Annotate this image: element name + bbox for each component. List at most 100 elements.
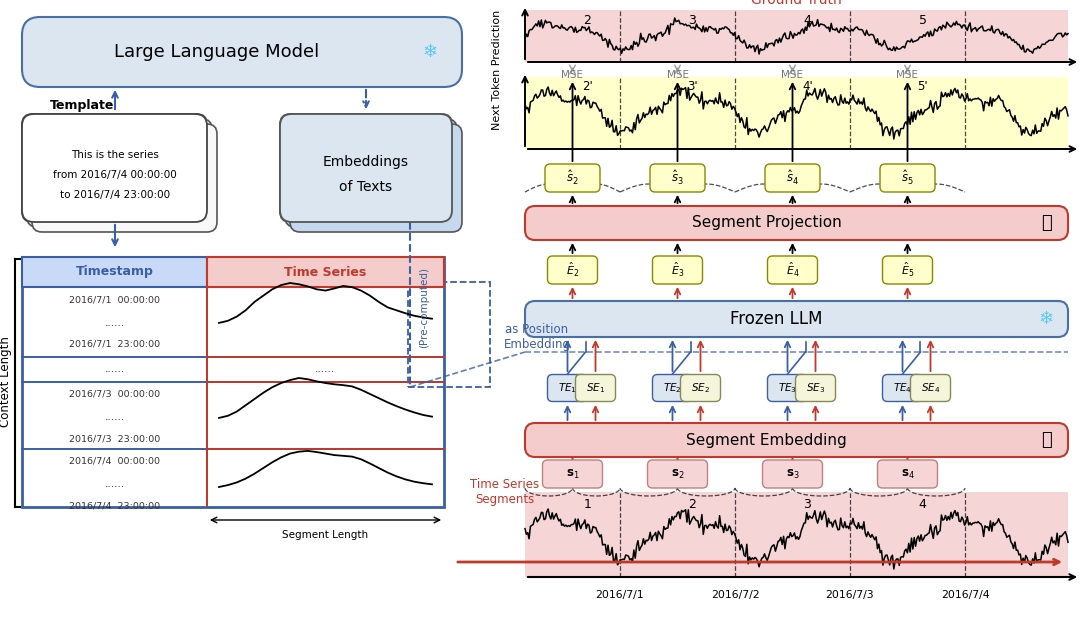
Text: $\hat{E}_5$: $\hat{E}_5$ xyxy=(901,261,914,279)
FancyBboxPatch shape xyxy=(525,206,1068,240)
Text: $\hat{s}_2$: $\hat{s}_2$ xyxy=(566,169,579,187)
Text: 2: 2 xyxy=(689,498,697,511)
FancyBboxPatch shape xyxy=(650,164,705,192)
FancyBboxPatch shape xyxy=(648,460,707,488)
Text: $\hat{s}_5$: $\hat{s}_5$ xyxy=(901,169,914,187)
Text: 2016/7/3: 2016/7/3 xyxy=(826,590,875,600)
FancyBboxPatch shape xyxy=(880,164,935,192)
Text: 2: 2 xyxy=(583,14,592,27)
Text: This is the series: This is the series xyxy=(71,150,159,160)
FancyBboxPatch shape xyxy=(910,374,950,401)
Text: Segment Embedding: Segment Embedding xyxy=(686,432,847,447)
Text: MSE: MSE xyxy=(896,70,918,80)
FancyBboxPatch shape xyxy=(285,119,457,227)
Text: $TE_1$: $TE_1$ xyxy=(558,381,577,395)
Text: 2016/7/2: 2016/7/2 xyxy=(711,590,759,600)
FancyBboxPatch shape xyxy=(765,164,820,192)
FancyBboxPatch shape xyxy=(576,374,616,401)
Text: Template: Template xyxy=(50,98,114,111)
Text: $SE_1$: $SE_1$ xyxy=(586,381,605,395)
FancyBboxPatch shape xyxy=(22,17,462,87)
Bar xyxy=(207,257,444,287)
Text: Segment Length: Segment Length xyxy=(283,530,368,540)
Text: Time Series: Time Series xyxy=(284,266,366,279)
FancyBboxPatch shape xyxy=(877,460,937,488)
FancyBboxPatch shape xyxy=(882,256,932,284)
FancyBboxPatch shape xyxy=(652,374,692,401)
Text: 2016/7/1  00:00:00: 2016/7/1 00:00:00 xyxy=(69,295,160,305)
Bar xyxy=(408,282,490,387)
Text: $TE_4$: $TE_4$ xyxy=(893,381,912,395)
Text: MSE: MSE xyxy=(562,70,583,80)
Text: 4: 4 xyxy=(919,498,927,511)
Text: $\mathbf{s}_1$: $\mathbf{s}_1$ xyxy=(566,468,579,481)
Text: 1: 1 xyxy=(583,498,592,511)
Text: $TE_2$: $TE_2$ xyxy=(663,381,681,395)
FancyBboxPatch shape xyxy=(680,374,720,401)
Text: ......: ...... xyxy=(105,479,124,489)
FancyBboxPatch shape xyxy=(652,256,702,284)
Text: 3: 3 xyxy=(689,14,697,27)
Text: ......: ...... xyxy=(105,318,124,328)
Text: 2016/7/4  00:00:00: 2016/7/4 00:00:00 xyxy=(69,457,160,465)
Text: Next Token Prediction: Next Token Prediction xyxy=(492,9,502,129)
Text: Embeddings: Embeddings xyxy=(323,155,409,169)
FancyBboxPatch shape xyxy=(525,301,1068,337)
Text: $\hat{E}_2$: $\hat{E}_2$ xyxy=(566,261,579,279)
Text: $SE_2$: $SE_2$ xyxy=(691,381,710,395)
Text: $\mathbf{s}_4$: $\mathbf{s}_4$ xyxy=(901,468,915,481)
Text: MSE: MSE xyxy=(782,70,804,80)
Text: as Position
Embedding: as Position Embedding xyxy=(503,323,570,351)
FancyBboxPatch shape xyxy=(22,114,207,222)
FancyBboxPatch shape xyxy=(545,164,600,192)
Text: MSE: MSE xyxy=(666,70,689,80)
Text: 4': 4' xyxy=(802,80,813,93)
Text: 5': 5' xyxy=(917,80,928,93)
FancyBboxPatch shape xyxy=(548,256,597,284)
FancyBboxPatch shape xyxy=(882,374,922,401)
Text: ❄: ❄ xyxy=(1039,310,1054,328)
Text: $\hat{E}_3$: $\hat{E}_3$ xyxy=(671,261,685,279)
Text: $SE_4$: $SE_4$ xyxy=(921,381,941,395)
FancyBboxPatch shape xyxy=(768,256,818,284)
Text: Ground Truth: Ground Truth xyxy=(751,0,842,7)
FancyBboxPatch shape xyxy=(548,374,588,401)
Text: $SE_3$: $SE_3$ xyxy=(806,381,825,395)
Text: Context Length: Context Length xyxy=(0,337,13,427)
Text: 3: 3 xyxy=(804,498,811,511)
Text: of Texts: of Texts xyxy=(339,180,392,194)
Bar xyxy=(525,77,1068,149)
FancyBboxPatch shape xyxy=(280,114,453,222)
Text: from 2016/7/4 00:00:00: from 2016/7/4 00:00:00 xyxy=(53,170,177,180)
Text: (Pre-computed): (Pre-computed) xyxy=(419,266,429,348)
Text: 5: 5 xyxy=(918,14,927,27)
FancyBboxPatch shape xyxy=(291,124,462,232)
Text: 2016/7/3  23:00:00: 2016/7/3 23:00:00 xyxy=(69,435,160,443)
FancyBboxPatch shape xyxy=(762,460,823,488)
Text: Time Series
Segments: Time Series Segments xyxy=(471,478,540,506)
Bar xyxy=(22,257,444,507)
Text: 🔥: 🔥 xyxy=(1041,214,1051,232)
Text: $\mathbf{s}_3$: $\mathbf{s}_3$ xyxy=(785,468,799,481)
Bar xyxy=(22,257,207,287)
Text: $\hat{s}_3$: $\hat{s}_3$ xyxy=(671,169,684,187)
Text: 2016/7/1: 2016/7/1 xyxy=(596,590,645,600)
FancyBboxPatch shape xyxy=(32,124,217,232)
Text: to 2016/7/4 23:00:00: to 2016/7/4 23:00:00 xyxy=(59,190,170,200)
Text: Segment Projection: Segment Projection xyxy=(691,215,841,231)
Text: 2016/7/4: 2016/7/4 xyxy=(941,590,989,600)
Text: Frozen LLM: Frozen LLM xyxy=(730,310,823,328)
Text: Large Language Model: Large Language Model xyxy=(114,43,320,61)
Text: 3': 3' xyxy=(687,80,698,93)
Bar xyxy=(525,492,1068,577)
Text: Timestamp: Timestamp xyxy=(76,266,153,279)
FancyBboxPatch shape xyxy=(542,460,603,488)
Text: $\hat{s}_4$: $\hat{s}_4$ xyxy=(786,169,799,187)
Text: 2': 2' xyxy=(582,80,593,93)
Text: $\hat{E}_4$: $\hat{E}_4$ xyxy=(785,261,799,279)
Text: $\mathbf{s}_2$: $\mathbf{s}_2$ xyxy=(671,468,685,481)
Bar xyxy=(206,287,208,507)
FancyBboxPatch shape xyxy=(796,374,836,401)
Text: 4: 4 xyxy=(804,14,811,27)
Text: ❄: ❄ xyxy=(422,43,437,61)
